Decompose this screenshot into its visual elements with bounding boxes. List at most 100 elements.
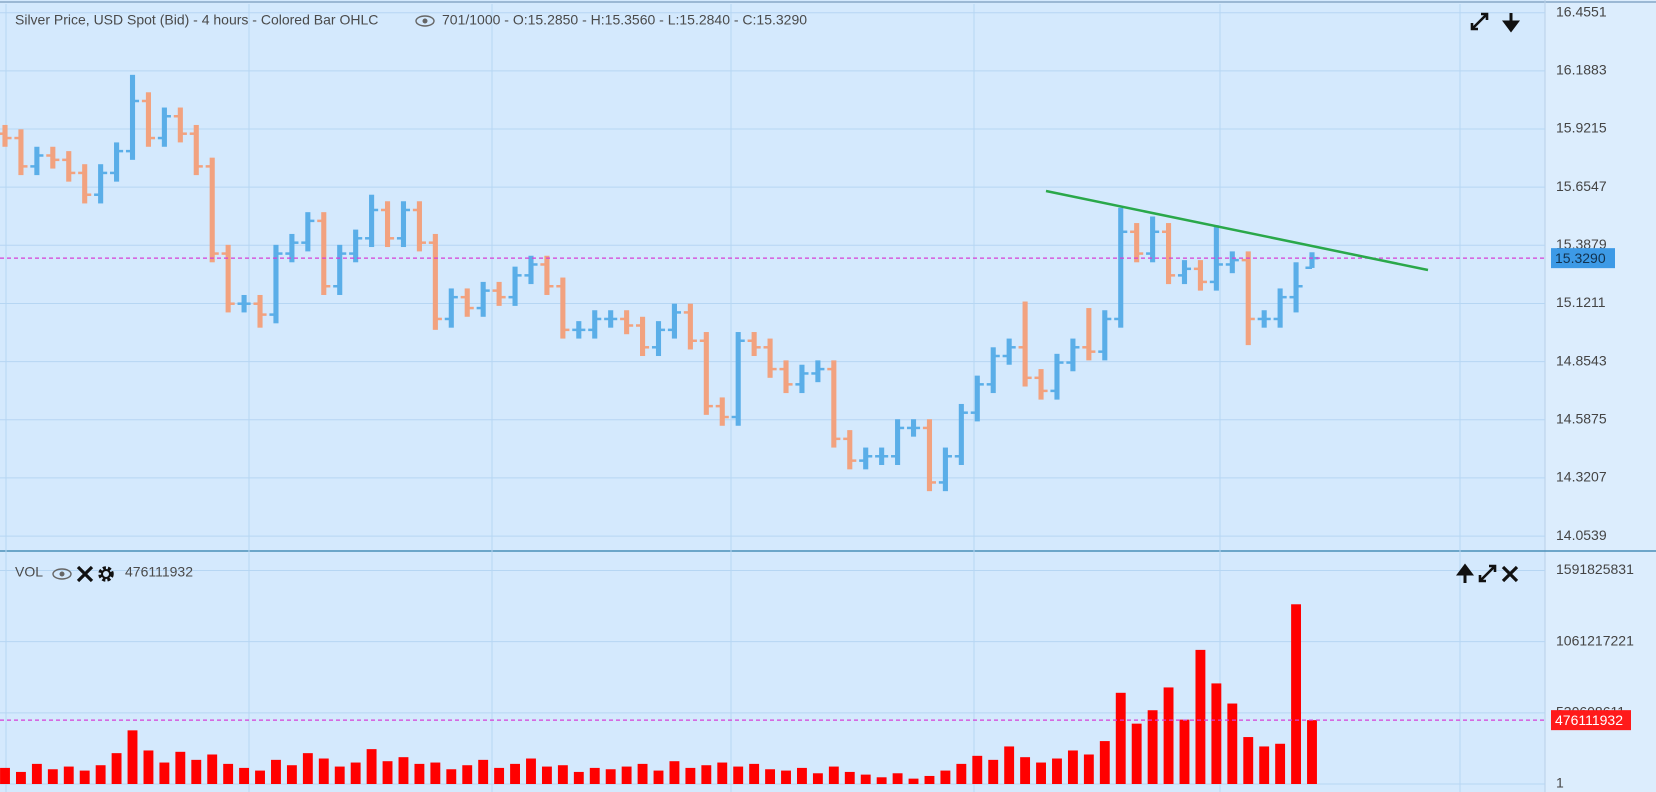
ohlc-range — [337, 244, 343, 295]
ohlc-range — [687, 303, 693, 350]
ohlc-range — [735, 332, 741, 426]
ohlc-range — [66, 151, 72, 182]
volume-bar — [1291, 604, 1302, 784]
ohlc-range — [114, 142, 120, 182]
chart-title: Silver Price, USD Spot (Bid) - 4 hours -… — [15, 12, 378, 28]
eye-icon[interactable] — [52, 568, 72, 580]
y-tick-label: 14.5875 — [1556, 410, 1607, 426]
ohlc-range — [1118, 207, 1124, 328]
ohlc-range — [448, 288, 454, 328]
volume-bar — [207, 754, 218, 784]
ohlc-range — [528, 255, 534, 285]
down-glyph — [1502, 13, 1520, 33]
ohlc-range — [273, 244, 279, 324]
volume-bar — [781, 770, 791, 784]
gear-teeth — [98, 566, 114, 582]
ohlc-range — [863, 447, 869, 470]
trend-line[interactable] — [1045, 189, 1429, 272]
y-tick-label: 14.0539 — [1556, 527, 1607, 543]
ohlc-range — [1213, 225, 1219, 291]
volume-current: 476111932 — [125, 564, 193, 580]
volume-bar — [1147, 710, 1158, 784]
ohlc-range — [496, 281, 502, 306]
ohlc-range — [209, 157, 215, 263]
volume-bar — [589, 767, 600, 784]
maximize-glyph — [1470, 12, 1489, 31]
y-tick-label: 16.4551 — [1556, 3, 1607, 19]
ohlc-range — [321, 212, 327, 295]
settings-icon[interactable] — [98, 566, 114, 582]
volume-bar — [701, 765, 712, 784]
ohlc-range — [400, 201, 407, 248]
maximize-icon[interactable] — [1470, 12, 1489, 31]
ohlc-summary: 701/1000 - O:15.2850 - H:15.3560 - L:15.… — [442, 12, 807, 28]
volume-bar — [31, 763, 42, 784]
ohlc-range — [416, 201, 422, 252]
volume-bar — [350, 762, 361, 784]
ohlc-range — [671, 303, 677, 339]
y-tick-label: 1 — [1556, 775, 1564, 791]
ohlc-range — [799, 364, 805, 394]
move-down-icon[interactable] — [1502, 13, 1520, 33]
ohlc-range — [544, 255, 550, 295]
ohlc-range — [1070, 338, 1076, 372]
last-value-label: 476111932 — [1555, 712, 1623, 728]
volume-bar — [63, 766, 74, 784]
ohlc-range — [98, 164, 104, 204]
maximize-icon[interactable] — [1478, 564, 1497, 583]
volume-bar — [398, 757, 409, 784]
close-icon[interactable] — [1501, 565, 1519, 583]
last-value-box — [1551, 710, 1631, 731]
ohlc-range — [958, 403, 964, 465]
volume-bar — [79, 770, 90, 784]
ohlc-range — [847, 430, 853, 470]
volume-bar — [685, 767, 696, 784]
axis-area — [1545, 0, 1656, 792]
volume-bar — [573, 771, 584, 784]
ohlc-range — [432, 233, 438, 330]
ohlc-range — [640, 316, 646, 357]
volume-bar — [1099, 741, 1110, 784]
ohlc-range — [512, 266, 518, 306]
y-tick-label: 1061217221 — [1556, 632, 1634, 648]
volume-bar — [366, 749, 377, 784]
ohlc-range — [1181, 260, 1188, 285]
grid — [0, 4, 1545, 792]
ohlc-range — [1102, 310, 1108, 361]
ohlc-range — [1134, 223, 1140, 263]
gear-ring — [101, 569, 111, 579]
ohlc-range — [353, 229, 359, 263]
volume-bar — [414, 763, 425, 784]
y-tick-label: 14.8543 — [1556, 352, 1607, 368]
volume-bar — [908, 778, 919, 784]
ohlc-range — [1309, 252, 1315, 268]
volume-bar — [143, 750, 154, 784]
volume-bar — [302, 753, 313, 784]
volume-bar — [255, 770, 265, 784]
eye-icon[interactable] — [415, 15, 435, 27]
volume-bar — [47, 769, 58, 784]
ohlc-range — [974, 375, 980, 422]
ohlc-range — [1054, 353, 1060, 400]
eye-pupil — [59, 571, 65, 577]
volume-bar — [924, 775, 935, 784]
volume-bar — [1163, 687, 1174, 784]
last-value-label: 15.3290 — [1555, 250, 1606, 266]
ohlc-range — [990, 347, 996, 394]
volume-bar — [334, 766, 345, 784]
volume-bar — [1004, 746, 1015, 784]
volume-bar — [876, 777, 887, 784]
volume-bar — [956, 763, 967, 784]
close-icon[interactable] — [76, 565, 94, 583]
volume-bar — [669, 761, 680, 784]
ohlc-range — [305, 212, 311, 252]
ohlc-range — [225, 244, 231, 313]
ohlc-range — [942, 447, 948, 492]
volume-bar — [510, 763, 520, 784]
eye-pupil — [422, 18, 428, 24]
y-tick-label: 15.6547 — [1556, 178, 1607, 194]
move-up-icon[interactable] — [1456, 563, 1474, 583]
volume-bar — [159, 762, 170, 784]
volume-bar — [1036, 762, 1046, 784]
y-tick-label: 16.1883 — [1556, 62, 1607, 78]
